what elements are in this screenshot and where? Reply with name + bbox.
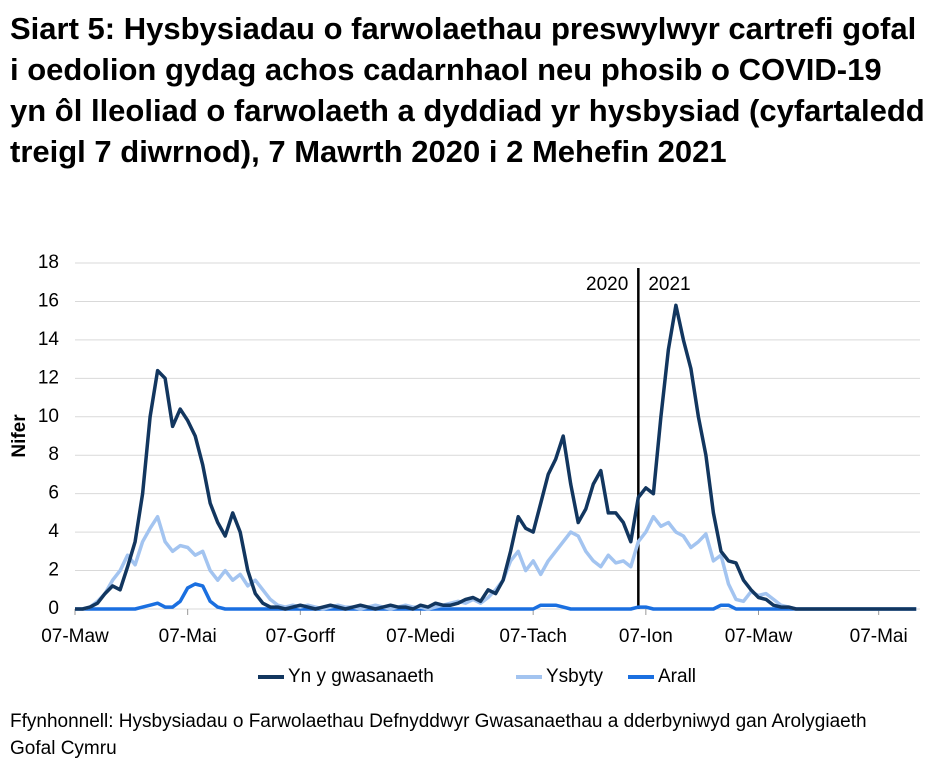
series-line — [75, 582, 917, 611]
chart-title: Siart 5: Hysbysiadau o farwolaethau pres… — [10, 11, 925, 169]
legend-label: Yn y gwasanaeth — [288, 666, 434, 687]
y-tick-label: 6 — [48, 483, 59, 504]
y-tick-label: 18 — [38, 252, 59, 273]
legend-label: Arall — [658, 666, 696, 687]
series-line — [75, 303, 917, 611]
y-tick-label: 4 — [48, 521, 59, 542]
x-tick-label: 07-Gorff — [266, 626, 336, 647]
y-tick-label: 10 — [38, 406, 59, 427]
legend-label: Ysbyty — [546, 666, 604, 687]
series-line — [75, 514, 917, 611]
annotation: 2021 — [648, 274, 690, 295]
y-tick-label: 12 — [38, 367, 59, 388]
x-tick-label: 07-Ion — [619, 626, 673, 647]
y-tick-label: 0 — [48, 598, 59, 619]
y-axis-label: Nifer — [9, 414, 30, 458]
y-tick-label: 8 — [48, 444, 59, 465]
y-tick-label: 14 — [38, 329, 60, 350]
x-tick-label: 07-Tach — [499, 626, 567, 647]
x-tick-label: 07-Mai — [159, 626, 217, 647]
x-tick-label: 07-Mai — [850, 626, 908, 647]
x-tick-label: 07-Maw — [41, 626, 109, 647]
y-tick-label: 16 — [38, 290, 59, 311]
x-tick-label: 07-Maw — [725, 626, 793, 647]
x-tick-label: 07-Medi — [386, 626, 455, 647]
y-tick-label: 2 — [48, 560, 59, 581]
annotation: 2020 — [586, 274, 628, 295]
source-note: Ffynhonnell: Hysbysiadau o Farwolaethau … — [10, 711, 867, 759]
